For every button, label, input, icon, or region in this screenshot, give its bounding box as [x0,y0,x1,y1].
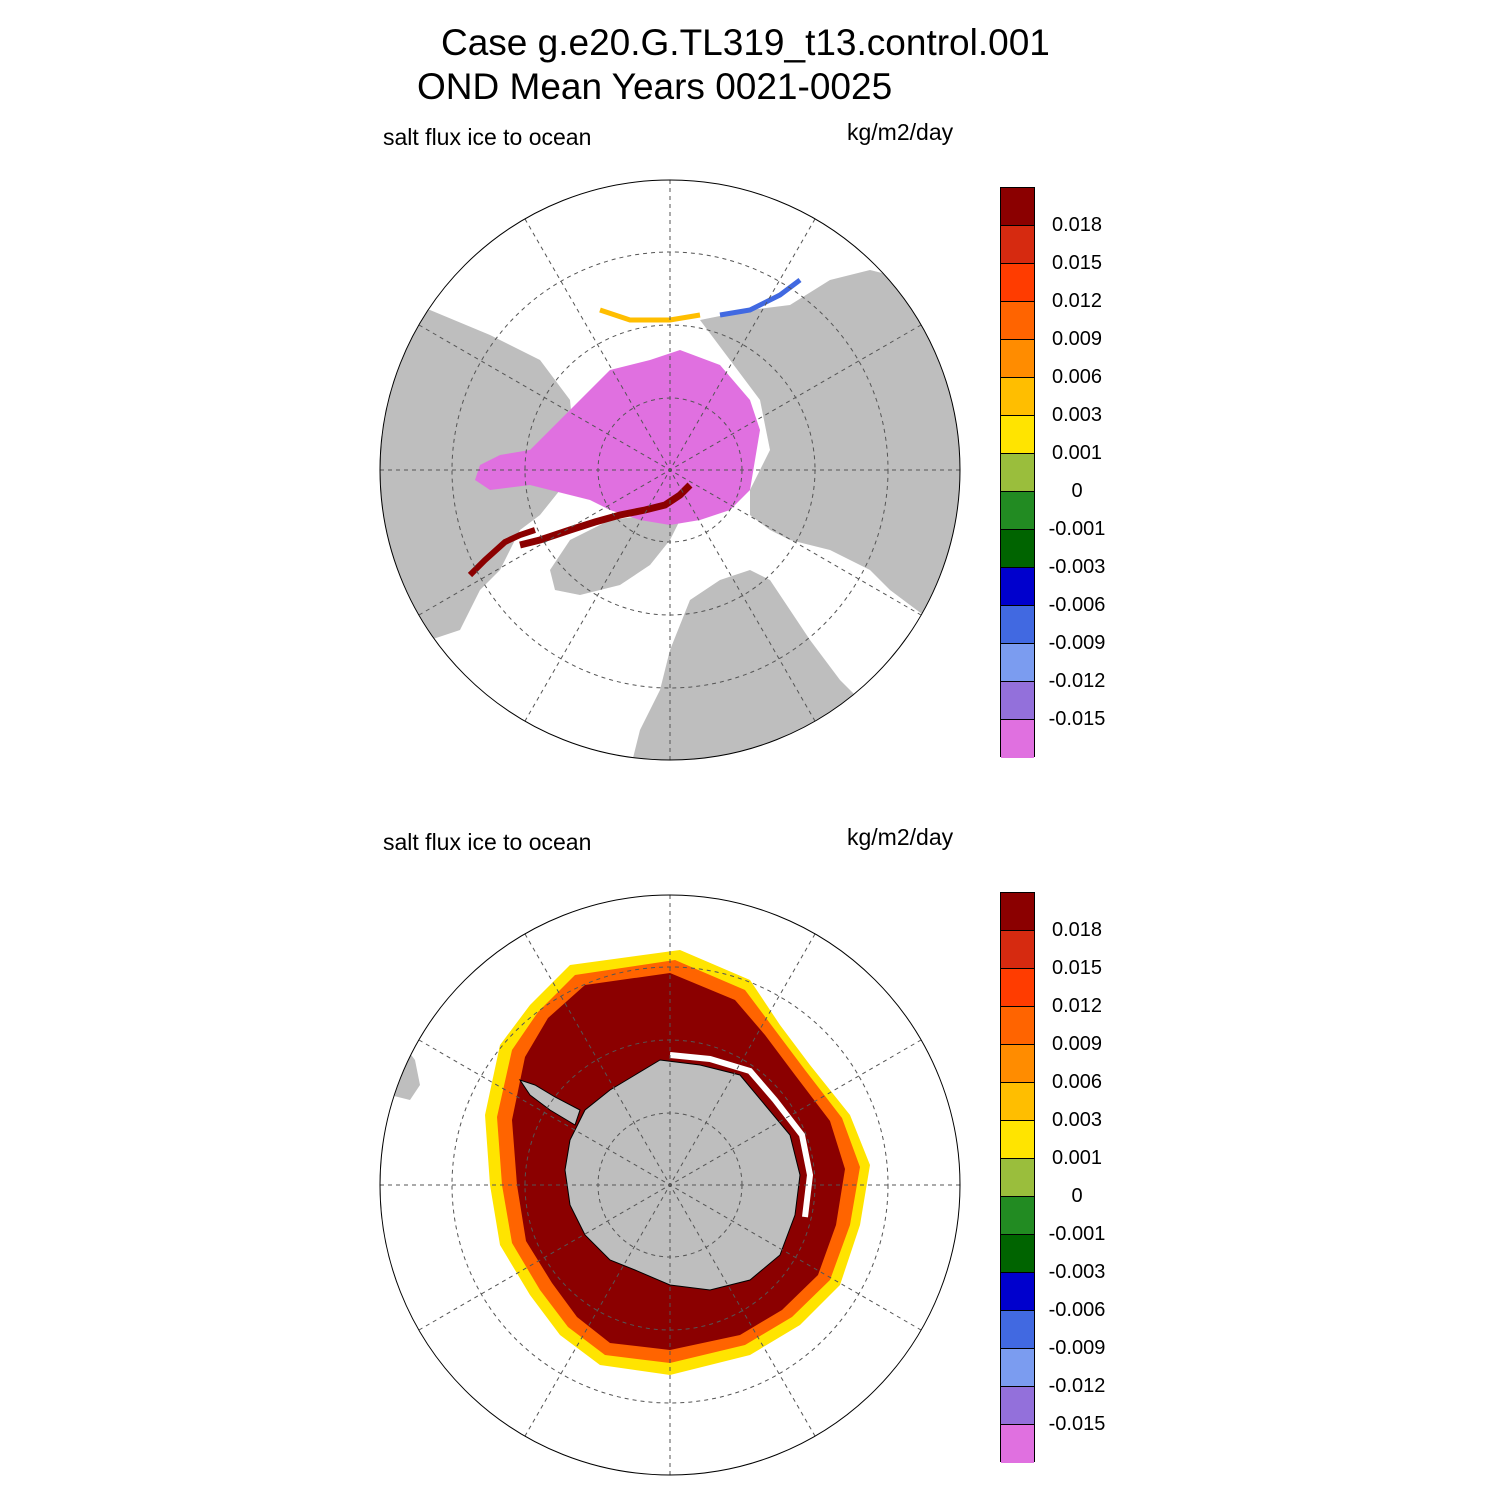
antarctic-map-border [379,894,961,1476]
colorbar-swatch [1001,1083,1034,1121]
colorbar-tick-label: 0.006 [1051,1071,1103,1093]
colorbar-swatch [1001,378,1034,416]
colorbar-swatch [1001,416,1034,454]
colorbar-swatch [1001,454,1034,492]
figure-title-case: Case g.e20.G.TL319_t13.control.001 [441,22,1050,63]
colorbar-swatch [1001,720,1034,758]
colorbar-swatch [1001,1197,1034,1235]
colorbar-swatch [1001,492,1034,530]
colorbar-swatch [1001,188,1034,226]
arctic-colorbar-boxes [1000,187,1035,758]
colorbar-tick-label: -0.003 [1048,1261,1106,1283]
colorbar-tick-label: 0.018 [1051,919,1103,941]
arctic-colorbar: 0.018 0.015 0.012 0.009 0.006 0.003 0.001 0 -0.0… [1000,187,1140,767]
colorbar-tick-label: 0.003 [1051,404,1103,426]
colorbar-tick-label: 0.012 [1051,995,1103,1017]
colorbar-tick-label: -0.012 [1048,670,1106,692]
colorbar-tick-label: -0.006 [1048,1299,1106,1321]
panel2-variable-label: salt flux ice to ocean [383,829,592,855]
colorbar-swatch [1001,931,1034,969]
arctic-map-border [379,179,961,761]
antarctic-coastal-polynya-band [669,1052,814,1218]
colorbar-swatch [1001,568,1034,606]
antarctic-map [379,894,961,1476]
colorbar-swatch [1001,1121,1034,1159]
arctic-graticule [380,180,960,760]
arctic-ice-edge-labrador [467,527,536,578]
colorbar-tick-label: 0.001 [1051,1147,1103,1169]
colorbar-swatch [1001,1235,1034,1273]
colorbar-tick-label: -0.003 [1048,556,1106,578]
antarctic-colorbar: 0.018 0.015 0.012 0.009 0.006 0.003 0.001 0 -0.0… [1000,892,1140,1472]
colorbar-swatch [1001,893,1034,931]
colorbar-tick-label: -0.006 [1048,594,1106,616]
colorbar-swatch [1001,302,1034,340]
arctic-ice-edge-pacific [599,307,701,323]
colorbar-swatch [1001,1349,1034,1387]
antarctic-peninsula-land [518,1079,581,1126]
colorbar-tick-label: -0.012 [1048,1375,1106,1397]
colorbar-tick-label: 0.012 [1051,290,1103,312]
colorbar-tick-label: -0.001 [1048,1223,1106,1245]
colorbar-swatch [1001,1273,1034,1311]
colorbar-swatch [1001,969,1034,1007]
colorbar-swatch [1001,1425,1034,1463]
arctic-ice-edge-atlantic [519,482,693,549]
arctic-sea-ice-field [475,350,760,525]
colorbar-swatch [1001,1007,1034,1045]
colorbar-swatch [1001,530,1034,568]
figure-title-period: OND Mean Years 0021-0025 [417,66,893,107]
colorbar-tick-label: 0.009 [1051,328,1103,350]
colorbar-swatch [1001,682,1034,720]
colorbar-tick-label: 0.009 [1051,1033,1103,1055]
arctic-greenland-land [550,515,680,595]
colorbar-swatch [1001,606,1034,644]
antarctic-graticule [380,895,960,1475]
antarctic-colorbar-boxes [1000,892,1035,1463]
antarctica-land [564,1059,801,1291]
colorbar-swatch [1001,1045,1034,1083]
colorbar-swatch [1001,1387,1034,1425]
colorbar-tick-label: -0.009 [1048,632,1106,654]
colorbar-swatch [1001,1311,1034,1349]
colorbar-tick-label: 0.006 [1051,366,1103,388]
colorbar-tick-label: 0 [1071,480,1083,502]
colorbar-tick-label: -0.009 [1048,1337,1106,1359]
colorbar-swatch [1001,644,1034,682]
colorbar-tick-label: 0.003 [1051,1109,1103,1131]
arctic-map [379,179,961,761]
panel1-variable-label: salt flux ice to ocean [383,124,592,150]
colorbar-tick-label: 0.015 [1051,252,1103,274]
colorbar-tick-label: 0 [1071,1185,1083,1207]
colorbar-tick-label: -0.001 [1048,518,1106,540]
colorbar-swatch [1001,264,1034,302]
colorbar-tick-label: 0.001 [1051,442,1103,464]
colorbar-tick-label: 0.018 [1051,214,1103,236]
colorbar-swatch [1001,340,1034,378]
arctic-siberia-land [700,270,960,640]
colorbar-tick-label: -0.015 [1048,708,1106,730]
panel1-units-label: kg/m2/day [847,119,954,145]
arctic-north-america-land [380,300,575,660]
colorbar-swatch [1001,1159,1034,1197]
colorbar-tick-label: -0.015 [1048,1413,1106,1435]
colorbar-swatch [1001,226,1034,264]
colorbar-tick-label: 0.015 [1051,957,1103,979]
panel2-units-label: kg/m2/day [847,824,954,850]
